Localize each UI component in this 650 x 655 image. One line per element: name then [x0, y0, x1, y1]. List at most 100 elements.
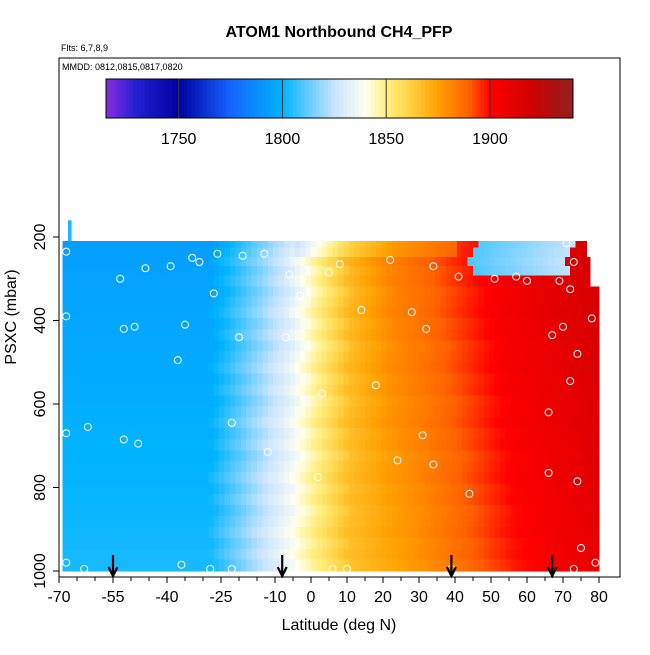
- heatmap-cell: [100, 483, 107, 495]
- heatmap-cell: [321, 439, 328, 451]
- heatmap-cell: [343, 527, 350, 539]
- heatmap-cell: [284, 406, 290, 418]
- heatmap-cell: [289, 450, 296, 462]
- heatmap-cell: [591, 406, 598, 418]
- heatmap-cell: [435, 247, 442, 258]
- heatmap-cell: [311, 373, 317, 385]
- heatmap-cell: [154, 527, 161, 539]
- heatmap-cell: [413, 318, 420, 330]
- heatmap-cell: [186, 559, 193, 572]
- heatmap-cell: [375, 247, 382, 258]
- heatmap-cell: [338, 548, 344, 561]
- heatmap-cell: [575, 515, 582, 528]
- heatmap-cell: [246, 461, 253, 473]
- heatmap-cell: [251, 494, 258, 506]
- heatmap-cell: [186, 406, 193, 418]
- heatmap-cell: [246, 439, 253, 451]
- sample-point: [238, 251, 247, 260]
- heatmap-cell: [273, 450, 280, 462]
- heatmap-cell: [586, 450, 593, 462]
- colorbar-segment: [304, 79, 309, 118]
- heatmap-cell: [386, 373, 393, 385]
- heatmap-cell: [176, 548, 182, 561]
- colorbar-segment: [425, 79, 430, 118]
- heatmap-cell: [203, 450, 209, 462]
- heatmap-cell: [95, 241, 101, 249]
- heatmap-cell: [435, 559, 442, 572]
- heatmap-cell: [116, 450, 123, 462]
- heatmap-cell: [116, 461, 123, 473]
- heatmap-cell: [127, 266, 134, 277]
- heatmap-cell: [467, 275, 474, 287]
- heatmap-cell: [510, 257, 517, 267]
- heatmap-cell: [219, 417, 226, 429]
- heatmap-cell: [402, 351, 409, 363]
- heatmap-cell: [543, 275, 550, 287]
- heatmap-cell: [586, 340, 593, 352]
- heatmap-cell: [359, 494, 366, 506]
- heatmap-cell: [554, 527, 560, 539]
- heatmap-cell: [537, 505, 544, 517]
- heatmap-cell: [413, 527, 420, 539]
- heatmap-cell: [564, 417, 571, 429]
- heatmap-cell: [300, 373, 307, 385]
- heatmap-cell: [510, 286, 517, 297]
- heatmap-cell: [332, 439, 339, 451]
- heatmap-cell: [435, 472, 442, 484]
- heatmap-cell: [413, 417, 420, 429]
- heatmap-cell: [251, 318, 258, 330]
- sample-point: [393, 456, 402, 465]
- colorbar-segment: [300, 79, 305, 118]
- heatmap-cell: [365, 538, 371, 550]
- heatmap-cell: [127, 307, 134, 319]
- heatmap-cell: [213, 257, 220, 267]
- heatmap-cell: [100, 241, 107, 249]
- heatmap-cell: [473, 505, 479, 517]
- heatmap-cell: [586, 307, 593, 319]
- heatmap-cell: [500, 257, 506, 267]
- heatmap-cell: [197, 257, 204, 267]
- heatmap-cell: [343, 461, 350, 473]
- heatmap-cell: [321, 515, 328, 528]
- heatmap-cell: [365, 428, 371, 441]
- heatmap-cell: [537, 515, 544, 528]
- colorbar-segment: [393, 79, 399, 118]
- heatmap-cell: [397, 351, 404, 363]
- heatmap-cell: [197, 515, 204, 528]
- heatmap-cell: [467, 559, 474, 572]
- heatmap-cell: [365, 384, 371, 397]
- heatmap-cell: [424, 395, 431, 408]
- heatmap-cell: [456, 318, 463, 330]
- heatmap-cell: [73, 461, 80, 473]
- heatmap-cell: [278, 362, 285, 375]
- heatmap-cell: [348, 395, 355, 408]
- colorbar-segment: [452, 79, 457, 118]
- colorbar-segment: [390, 79, 395, 118]
- heatmap-cell: [311, 483, 317, 495]
- heatmap-cell: [462, 384, 469, 397]
- heatmap-cell: [273, 461, 280, 473]
- heatmap-cell: [219, 527, 226, 539]
- heatmap-cell: [289, 483, 296, 495]
- heatmap-cell: [543, 395, 550, 408]
- heatmap-cell: [95, 406, 101, 418]
- heatmap-cell: [516, 515, 523, 528]
- heatmap-cell: [240, 395, 247, 408]
- heatmap-cell: [559, 428, 566, 441]
- heatmap-cell: [375, 538, 382, 550]
- heatmap-cell: [203, 275, 209, 287]
- y-tick-label: 1000: [32, 553, 49, 589]
- heatmap-cell: [429, 340, 436, 352]
- heatmap-cell: [105, 548, 112, 561]
- heatmap-cell: [213, 373, 220, 385]
- heatmap-cell: [505, 286, 512, 297]
- heatmap-cell: [257, 548, 263, 561]
- heatmap-cell: [208, 296, 215, 308]
- heatmap-cell: [413, 515, 420, 528]
- heatmap-cell: [132, 483, 139, 495]
- heatmap-cell: [392, 505, 398, 517]
- heatmap-cell: [321, 247, 328, 258]
- sample-point: [343, 564, 351, 573]
- heatmap-cell: [73, 247, 80, 258]
- sample-point: [213, 249, 222, 258]
